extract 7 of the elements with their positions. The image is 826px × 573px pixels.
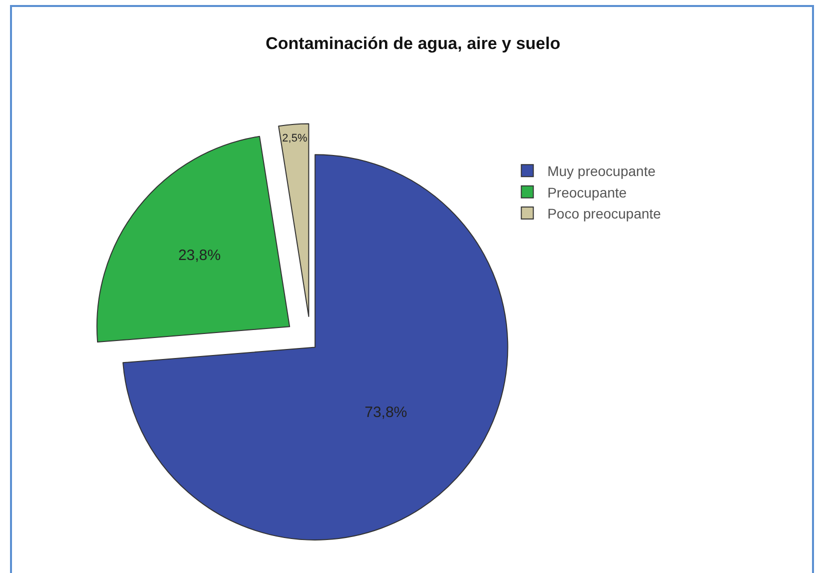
legend-label: Poco preocupante <box>547 206 662 222</box>
legend-label: Muy preocupante <box>547 163 656 180</box>
data-label: 73,8% <box>364 404 408 422</box>
data-label: 23,8% <box>178 247 221 264</box>
data-label: 2,5% <box>282 132 308 145</box>
legend-label: Preocupante <box>547 184 627 200</box>
chart-title: Contaminación de agua, aire y suelo <box>266 34 560 53</box>
